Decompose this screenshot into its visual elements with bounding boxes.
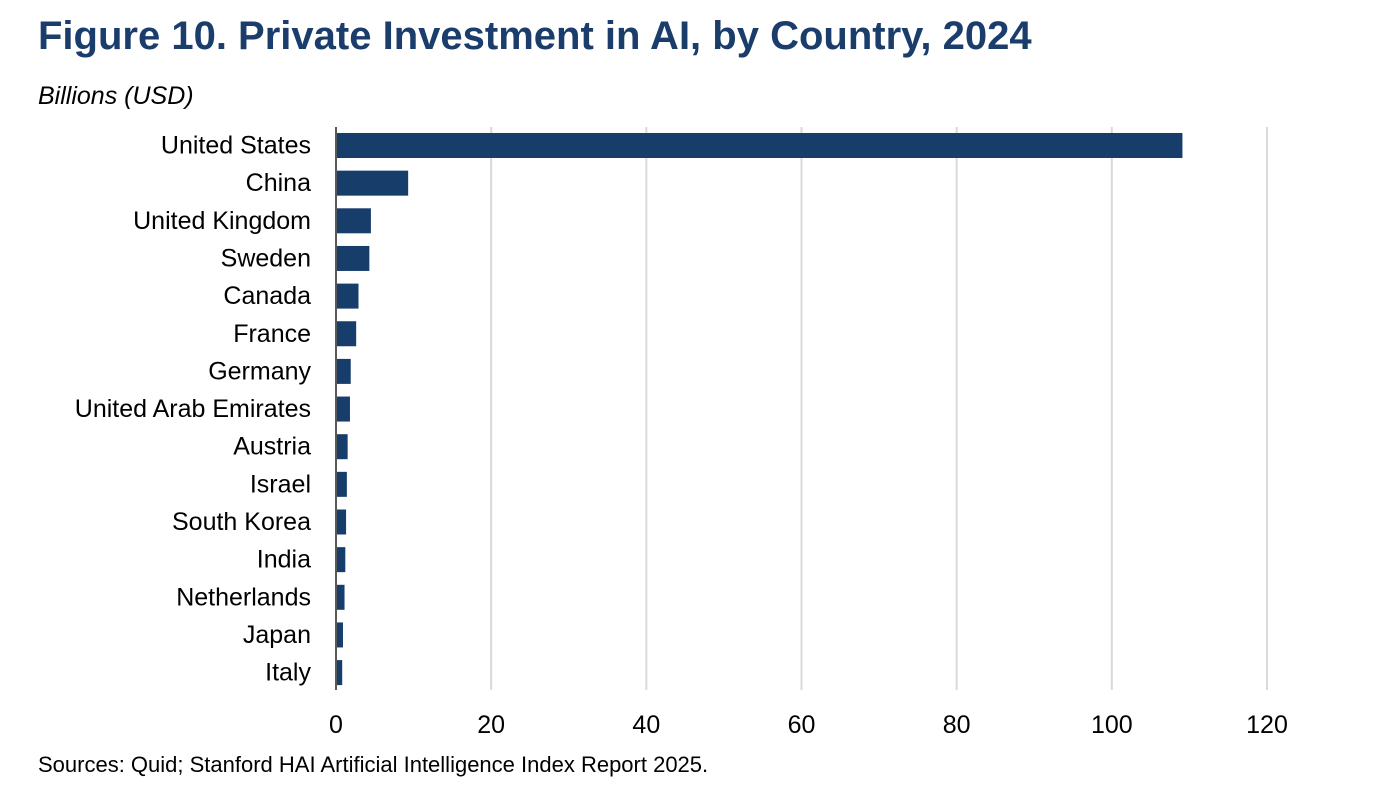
bar: [336, 170, 409, 196]
bar: [336, 358, 351, 384]
bars: [336, 133, 1183, 686]
x-axis-tick-labels: 0 20 40 60 80 100 120: [329, 711, 1288, 739]
x-tick-label: 120: [1246, 711, 1288, 739]
x-tick-label: 80: [943, 711, 971, 739]
category-label: United States: [161, 132, 311, 160]
category-label: Germany: [208, 357, 311, 385]
x-tick-label: 0: [329, 711, 343, 739]
category-label: India: [257, 546, 311, 574]
chart-title: Figure 10. Private Investment in AI, by …: [38, 14, 1032, 58]
bar: [336, 396, 350, 422]
category-label: Netherlands: [176, 583, 311, 611]
chart-subtitle-units: Billions (USD): [38, 82, 194, 110]
category-label: Austria: [233, 433, 311, 461]
bar: [336, 245, 370, 271]
category-label: Israel: [250, 470, 311, 498]
bar: [336, 660, 343, 686]
bar: [336, 584, 345, 610]
x-tick-label: 40: [632, 711, 660, 739]
category-labels: United States China United Kingdom Sweden Ca…: [75, 132, 312, 687]
category-label: Italy: [265, 659, 311, 687]
bar: [336, 547, 346, 573]
bar: [336, 321, 357, 347]
bar: [336, 509, 347, 535]
bar: [336, 434, 348, 460]
source-note: Sources: Quid; Stanford HAI Artificial I…: [38, 752, 709, 777]
category-label: United Arab Emirates: [75, 395, 311, 423]
category-label: Canada: [223, 282, 311, 310]
bar: [336, 471, 347, 497]
bar: [336, 133, 1183, 158]
category-label: Japan: [243, 621, 311, 649]
x-tick-label: 60: [788, 711, 816, 739]
category-label: United Kingdom: [133, 207, 311, 235]
category-label: South Korea: [172, 508, 311, 536]
gridlines: [490, 127, 1268, 690]
bar: [336, 622, 343, 648]
category-label: China: [246, 169, 311, 197]
bar: [336, 283, 359, 309]
bar: [336, 208, 371, 234]
category-label: Sweden: [221, 244, 311, 272]
x-tick-label: 20: [477, 711, 505, 739]
x-tick-label: 100: [1091, 711, 1133, 739]
category-label: France: [233, 320, 311, 348]
